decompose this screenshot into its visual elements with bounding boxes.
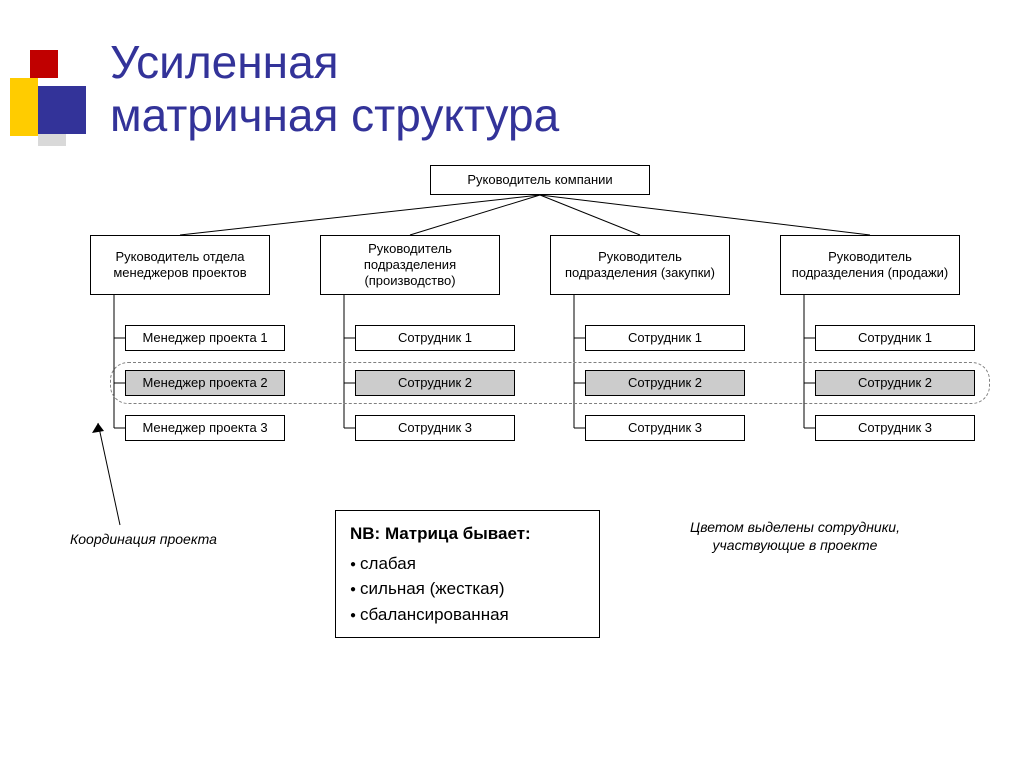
legend-label: Цветом выделены сотрудники, участвующие … (655, 518, 935, 554)
dept-box-3: Руководитель подразделения (продажи) (780, 235, 960, 295)
staff-cell: Сотрудник 1 (815, 325, 975, 351)
deco-rect-grey (38, 134, 66, 146)
dept-box-1: Руководитель подразделения (производство… (320, 235, 500, 295)
staff-cell-highlighted: Сотрудник 2 (815, 370, 975, 396)
nb-item: слабая (350, 551, 585, 577)
staff-cell: Сотрудник 3 (355, 415, 515, 441)
deco-rect-yellow (10, 78, 38, 136)
title-line-1: Усиленная (110, 36, 339, 88)
nb-item: сильная (жесткая) (350, 576, 585, 602)
org-chart: Руководитель компании Руководитель отдел… (50, 165, 980, 515)
slide-title: Усиленная матричная структура (110, 36, 559, 142)
staff-cell: Сотрудник 3 (585, 415, 745, 441)
staff-cell: Сотрудник 1 (355, 325, 515, 351)
title-line-2: матричная структура (110, 89, 559, 141)
staff-cell: Сотрудник 3 (815, 415, 975, 441)
nb-list: слабая сильная (жесткая) сбалансированна… (350, 551, 585, 628)
nb-title: NB: Матрица бывает: (350, 521, 585, 547)
coordination-label: Координация проекта (70, 530, 217, 548)
staff-cell: Менеджер проекта 1 (125, 325, 285, 351)
deco-square-red (30, 50, 58, 78)
staff-cell-highlighted: Сотрудник 2 (355, 370, 515, 396)
staff-cell: Сотрудник 1 (585, 325, 745, 351)
annotation-arrow (80, 415, 140, 535)
root-node: Руководитель компании (430, 165, 650, 195)
dept-box-2: Руководитель подразделения (закупки) (550, 235, 730, 295)
slide-decoration (10, 50, 90, 170)
dept-box-0: Руководитель отдела менеджеров проектов (90, 235, 270, 295)
deco-square-blue (38, 86, 86, 134)
staff-cell: Менеджер проекта 3 (125, 415, 285, 441)
staff-cell-highlighted: Менеджер проекта 2 (125, 370, 285, 396)
nb-box: NB: Матрица бывает: слабая сильная (жест… (335, 510, 600, 638)
staff-cell-highlighted: Сотрудник 2 (585, 370, 745, 396)
nb-item: сбалансированная (350, 602, 585, 628)
